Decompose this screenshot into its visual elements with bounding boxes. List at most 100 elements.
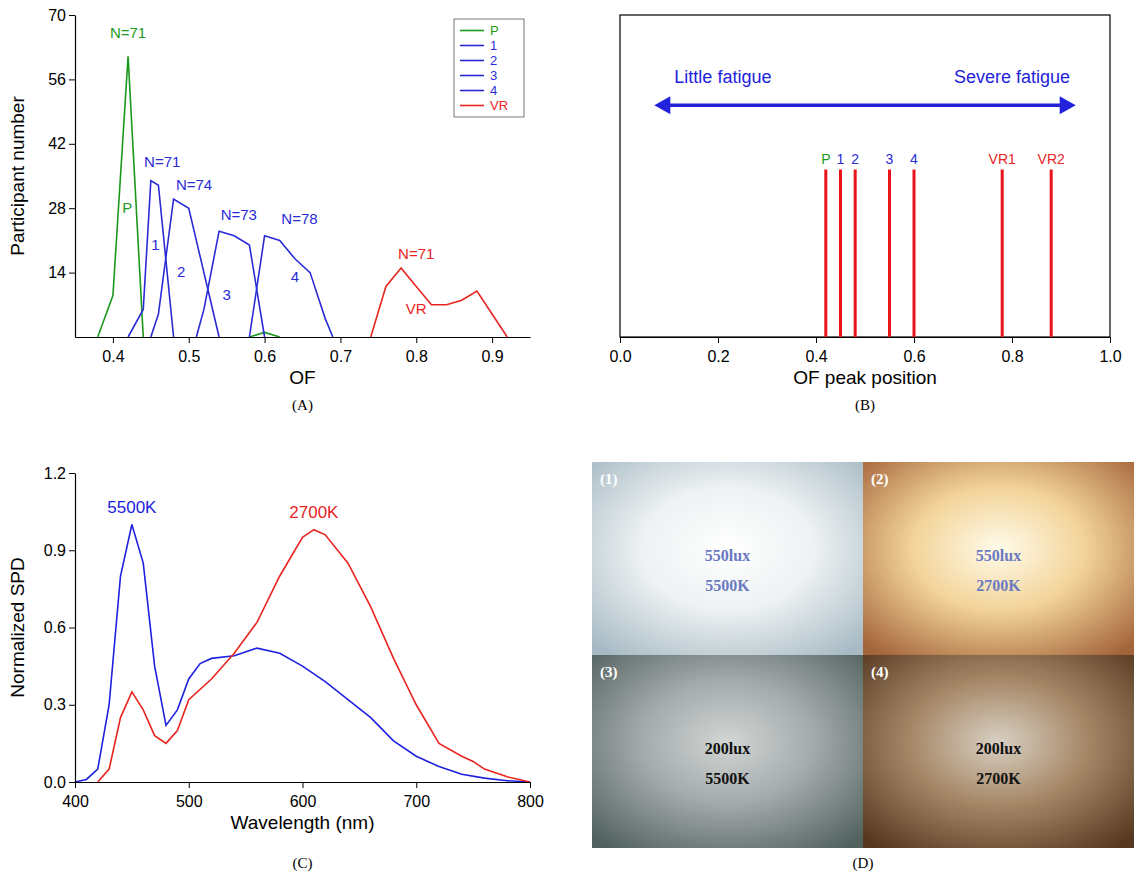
y-axis-line <box>75 474 76 783</box>
legend-swatch <box>460 75 484 77</box>
peak-label: 2 <box>851 151 859 167</box>
x-tick-label: 600 <box>290 793 317 810</box>
annotation: N=78 <box>281 210 317 227</box>
x-tick: 1.0 <box>1099 337 1121 365</box>
x-tick: 0.7 <box>330 337 352 365</box>
x-tick-label: 0.4 <box>102 348 124 365</box>
x-tick-mark <box>492 337 493 343</box>
y-tick-label: 0.6 <box>44 619 66 636</box>
peak-line <box>1050 170 1053 337</box>
x-tick: 0.4 <box>102 337 124 365</box>
y-tick: 0.6 <box>44 619 75 636</box>
x-tick: 600 <box>290 782 317 810</box>
y-tick: 0.0 <box>44 774 75 791</box>
y-axis-title: Normalized SPD <box>7 557 28 697</box>
x-tick-label: 0.4 <box>805 348 827 365</box>
annotation: N=71 <box>144 153 180 170</box>
x-axis: 400500600700800 <box>62 782 544 810</box>
x-tick-label: 0.2 <box>707 348 729 365</box>
y-tick: 1.2 <box>44 465 75 482</box>
y-tick-label: 28 <box>48 200 66 217</box>
y-axis-line <box>75 16 76 338</box>
legend-label: 1 <box>490 38 497 53</box>
x-tick-mark <box>265 337 266 343</box>
arrow-shaft <box>664 103 1065 107</box>
y-axis: 0.0 0.3 0.6 0.9 1.2 <box>44 465 76 791</box>
photo-cct: 2700K <box>976 770 1021 787</box>
x-axis: 0.00.20.40.60.81.0 <box>609 337 1121 365</box>
peak-label: 4 <box>910 151 918 167</box>
x-tick: 0.9 <box>481 337 503 365</box>
photo-cell-group: (4)200lux2700K <box>863 655 1134 848</box>
y-axis-title: Participant number <box>7 96 28 256</box>
plot-area <box>98 56 508 337</box>
figure: 0.40.50.60.70.80.91428425670N=71N=71N=74… <box>0 0 1139 886</box>
x-tick-label: 800 <box>517 793 544 810</box>
photo-lux: 550lux <box>976 547 1021 564</box>
x-tick-mark <box>530 782 531 788</box>
peak-line <box>824 170 827 337</box>
photo-panel: (1)550lux5500K(2)550lux2700K(3)200lux550… <box>592 462 1134 872</box>
y-tick-label: 0.9 <box>44 542 66 559</box>
legend-swatch <box>460 60 484 62</box>
annotation: VR <box>406 300 427 317</box>
peak-label: 3 <box>886 151 894 167</box>
y-tick-mark <box>69 208 75 209</box>
y-tick-label: 42 <box>48 135 66 152</box>
x-tick-mark <box>113 337 114 343</box>
peak-line <box>1001 170 1004 337</box>
y-tick-mark <box>69 782 75 783</box>
x-tick-mark <box>416 782 417 788</box>
annotation: P <box>122 199 132 216</box>
photo-cell-group: (2)550lux2700K <box>863 462 1134 655</box>
annotation: Little fatigue <box>674 67 771 87</box>
photo-cell <box>863 462 1134 655</box>
x-tick-label: 0.7 <box>330 348 352 365</box>
plot-frame <box>620 15 1110 337</box>
arrow-head <box>1060 96 1076 114</box>
peak-line <box>888 170 891 337</box>
peak-label: VR2 <box>1038 151 1065 167</box>
y-tick: 70 <box>48 7 75 24</box>
panel-caption: (D) <box>853 855 874 872</box>
y-tick-mark <box>69 550 75 551</box>
x-axis-title: OF <box>289 367 315 388</box>
x-tick-mark <box>718 337 719 343</box>
series-label: 2700K <box>289 503 339 522</box>
legend-frame <box>454 19 524 117</box>
photo-cell <box>592 462 863 655</box>
x-tick-mark <box>416 337 417 343</box>
annotation: 3 <box>222 286 230 303</box>
legend-label: VR <box>490 98 508 113</box>
annotation: 1 <box>151 236 159 253</box>
x-tick-label: 0.8 <box>1001 348 1023 365</box>
legend-label: 3 <box>490 68 497 83</box>
legend-label: 4 <box>490 83 497 98</box>
x-tick: 400 <box>62 782 89 810</box>
annotation: N=73 <box>221 206 257 223</box>
y-tick-label: 1.2 <box>44 465 66 482</box>
series-line <box>371 268 508 337</box>
x-tick-label: 1.0 <box>1099 348 1121 365</box>
series-line <box>98 530 530 782</box>
x-axis-line <box>76 337 531 338</box>
photo-cell <box>863 655 1134 848</box>
photo-lux: 200lux <box>705 740 750 757</box>
x-tick-mark <box>1012 337 1013 343</box>
photo-index: (2) <box>871 471 889 488</box>
x-tick: 700 <box>403 782 430 810</box>
x-tick-mark <box>816 337 817 343</box>
x-tick-label: 0.9 <box>481 348 503 365</box>
x-tick: 0.6 <box>254 337 276 365</box>
plot-area <box>75 525 530 783</box>
legend-label: P <box>490 23 499 38</box>
legend-swatch <box>460 30 484 32</box>
x-axis-title: OF peak position <box>793 367 937 388</box>
y-tick: 0.3 <box>44 696 75 713</box>
photo-cell-group: (3)200lux5500K <box>592 655 863 848</box>
panel-caption: (A) <box>292 397 313 414</box>
peak-label: 1 <box>837 151 845 167</box>
x-axis: 0.40.50.60.70.80.9 <box>76 337 531 365</box>
x-tick-mark <box>75 782 76 788</box>
x-tick-label: 0.0 <box>609 348 631 365</box>
